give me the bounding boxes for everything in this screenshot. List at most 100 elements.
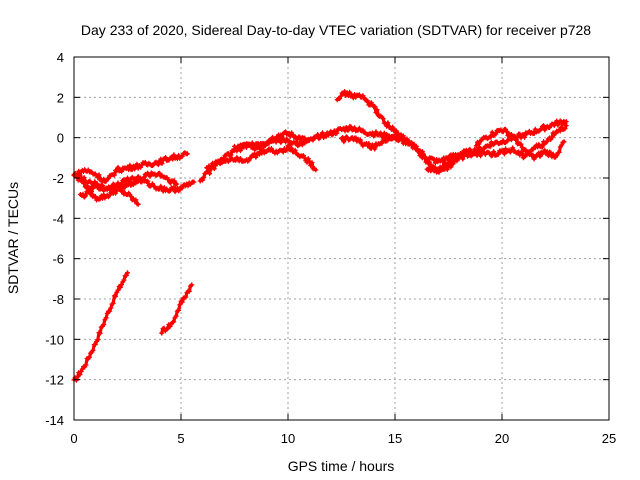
- data-point: [537, 153, 543, 159]
- y-tick-label: -8: [52, 292, 64, 307]
- data-point: [532, 145, 538, 151]
- y-tick-label: -2: [52, 171, 64, 186]
- data-point: [292, 147, 298, 153]
- data-point: [436, 168, 442, 174]
- data-point: [234, 154, 240, 160]
- data-point: [201, 174, 207, 180]
- data-point: [86, 354, 92, 360]
- data-point: [550, 151, 556, 157]
- data-point: [522, 134, 528, 140]
- data-point: [544, 138, 550, 144]
- data-point: [171, 178, 177, 184]
- data-point: [132, 166, 138, 172]
- data-point: [404, 136, 410, 142]
- data-point: [561, 139, 567, 145]
- data-point: [191, 179, 197, 185]
- data-point: [563, 123, 569, 129]
- data-point: [159, 330, 165, 336]
- y-tick-label: 4: [57, 50, 64, 65]
- x-tick-label: 15: [388, 431, 402, 446]
- x-axis-title: GPS time / hours: [288, 458, 395, 474]
- data-point: [116, 182, 122, 188]
- data-point: [372, 104, 378, 110]
- data-point: [237, 155, 243, 161]
- data-point: [174, 181, 180, 187]
- data-point: [308, 162, 314, 168]
- data-series-arc-13: [339, 132, 409, 152]
- data-point: [133, 197, 139, 203]
- data-point: [179, 153, 185, 159]
- x-tick-label: 10: [281, 431, 295, 446]
- data-point: [385, 120, 391, 126]
- data-point: [347, 89, 353, 95]
- data-point: [373, 129, 379, 135]
- data-series-arc-8: [204, 143, 319, 173]
- data-point: [487, 144, 493, 150]
- data-point: [493, 131, 499, 137]
- data-point: [171, 184, 177, 190]
- frame-layer: [73, 56, 610, 421]
- data-point: [177, 302, 183, 308]
- data-point: [399, 136, 405, 142]
- data-point: [504, 128, 510, 134]
- data-point: [200, 177, 206, 183]
- data-point: [549, 135, 555, 141]
- data-point: [121, 277, 127, 283]
- data-point: [331, 128, 337, 134]
- data-point: [208, 164, 214, 170]
- data-point: [189, 282, 195, 288]
- data-point: [113, 190, 119, 196]
- data-point: [386, 133, 392, 139]
- data-point: [416, 149, 422, 155]
- data-point: [253, 154, 259, 160]
- data-point: [173, 313, 179, 319]
- x-tick-label: 20: [495, 431, 509, 446]
- data-point: [473, 150, 479, 156]
- chart-title: Day 233 of 2020, Sidereal Day-to-day VTE…: [81, 22, 591, 38]
- data-series-arc-6: [75, 170, 180, 193]
- data-point: [179, 299, 185, 305]
- data-point: [285, 143, 291, 149]
- data-point: [117, 186, 123, 192]
- data-point: [73, 377, 79, 383]
- y-tick-label: -14: [45, 413, 64, 428]
- data-point: [400, 133, 406, 139]
- data-point: [542, 147, 548, 153]
- x-tick-label: 25: [602, 431, 616, 446]
- data-point: [305, 156, 311, 162]
- y-tick-label: -4: [52, 211, 64, 226]
- y-tick-label: 0: [57, 131, 64, 146]
- data-point: [83, 362, 89, 368]
- data-point: [179, 185, 185, 191]
- data-point: [512, 134, 518, 140]
- data-point: [214, 161, 220, 167]
- data-point: [491, 149, 497, 155]
- data-point: [554, 153, 560, 159]
- data-point: [348, 124, 354, 130]
- data-point: [97, 330, 103, 336]
- data-point: [207, 171, 213, 177]
- data-point: [176, 307, 182, 313]
- data-point: [155, 162, 161, 168]
- data-point: [88, 189, 94, 195]
- data-point: [165, 326, 171, 332]
- data-point: [145, 178, 151, 184]
- data-point: [559, 142, 565, 148]
- data-point: [365, 98, 371, 104]
- data-point: [555, 122, 561, 128]
- data-point: [352, 125, 358, 131]
- data-point: [75, 374, 81, 380]
- data-point: [319, 130, 325, 136]
- data-point: [379, 140, 385, 146]
- data-point: [518, 141, 524, 147]
- data-point: [96, 172, 102, 178]
- y-tick-label: -6: [52, 252, 64, 267]
- data-point: [518, 135, 524, 141]
- data-point: [113, 293, 119, 299]
- data-point: [117, 284, 123, 290]
- data-point: [369, 130, 375, 136]
- data-point: [171, 152, 177, 158]
- data-point: [115, 164, 121, 170]
- data-series-arc-1: [71, 270, 130, 383]
